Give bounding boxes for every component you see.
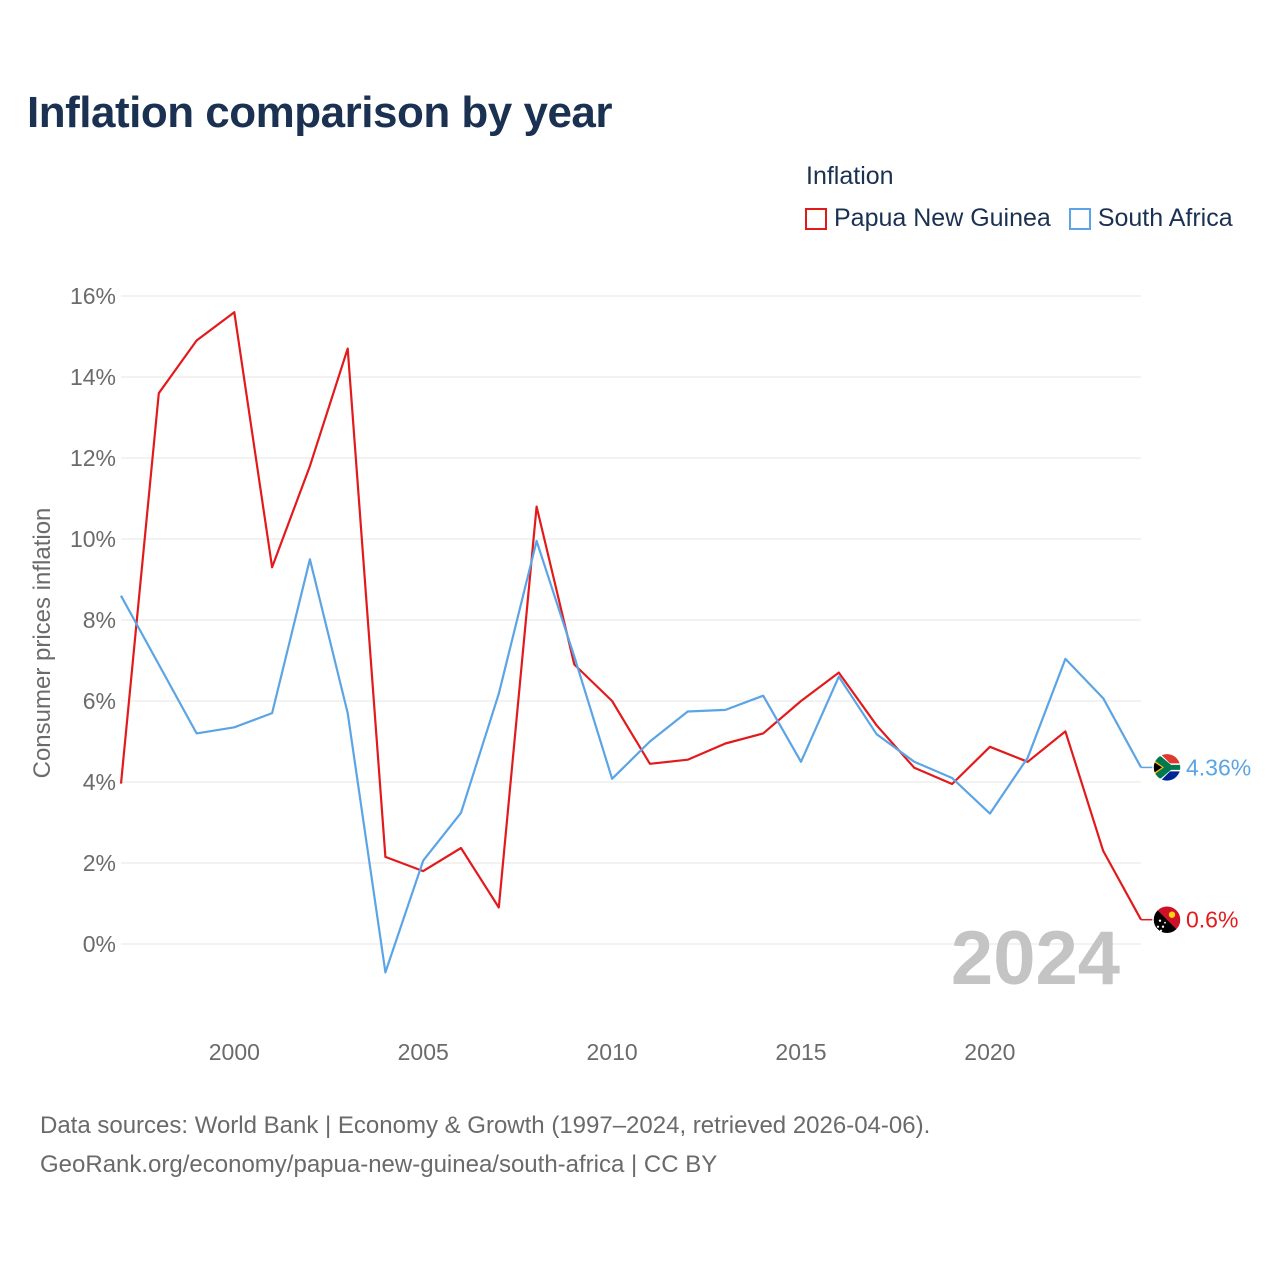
y-tick-label: 14% [70,364,116,390]
year-watermark: 2024 [951,916,1120,1001]
x-tick-label: 2000 [209,1039,260,1065]
y-tick-label: 10% [70,526,116,552]
series-line-south-africa[interactable] [120,539,1142,974]
end-label-south-africa: 4.36% [1186,754,1251,780]
legend: Papua New Guinea South Africa [805,204,1233,233]
legend-label-papua-new-guinea: Papua New Guinea [834,204,1051,232]
y-axis-label: Consumer prices inflation [29,508,56,779]
y-tick-label: 2% [83,850,116,876]
x-tick-label: 2020 [964,1039,1015,1065]
x-axis-ticks: 2000 2005 2010 2015 2020 [209,1039,1016,1065]
legend-swatch-papua-new-guinea [805,207,827,230]
source-line-1: Data sources: World Bank | Economy & Gro… [40,1112,931,1139]
y-tick-label: 16% [70,283,116,309]
legend-swatch-south-africa [1068,207,1091,230]
chart-title: Inflation comparison by year [27,88,613,137]
end-label-papua-new-guinea: 0.6% [1186,907,1238,933]
south-africa-flag-icon [1152,752,1182,783]
source-line-2: GeoRank.org/economy/papua-new-guinea/sou… [40,1151,718,1178]
papua-new-guinea-flag-icon [1152,904,1182,935]
series-lines [119,311,1153,974]
y-tick-label: 0% [83,931,116,957]
x-tick-label: 2015 [775,1039,826,1065]
y-tick-label: 4% [83,769,116,795]
series-line-papua-new-guinea[interactable] [119,311,1142,921]
legend-label-south-africa: South Africa [1097,204,1233,232]
x-tick-label: 2010 [587,1039,638,1065]
x-tick-label: 2005 [398,1039,449,1065]
gridlines [121,295,1141,945]
y-tick-label: 8% [83,607,116,633]
y-axis-ticks: 0% 2% 4% 6% 8% 10% 12% 14% 16% [70,283,116,957]
legend-title: Inflation [806,162,894,190]
legend-item-papua-new-guinea[interactable]: Papua New Guinea [805,204,1051,233]
legend-item-south-africa[interactable]: South Africa [1068,204,1233,233]
y-tick-label: 12% [70,445,116,471]
end-markers [1152,752,1182,935]
source-note: Data sources: World Bank | Economy & Gro… [40,1106,930,1184]
y-tick-label: 6% [83,688,116,714]
